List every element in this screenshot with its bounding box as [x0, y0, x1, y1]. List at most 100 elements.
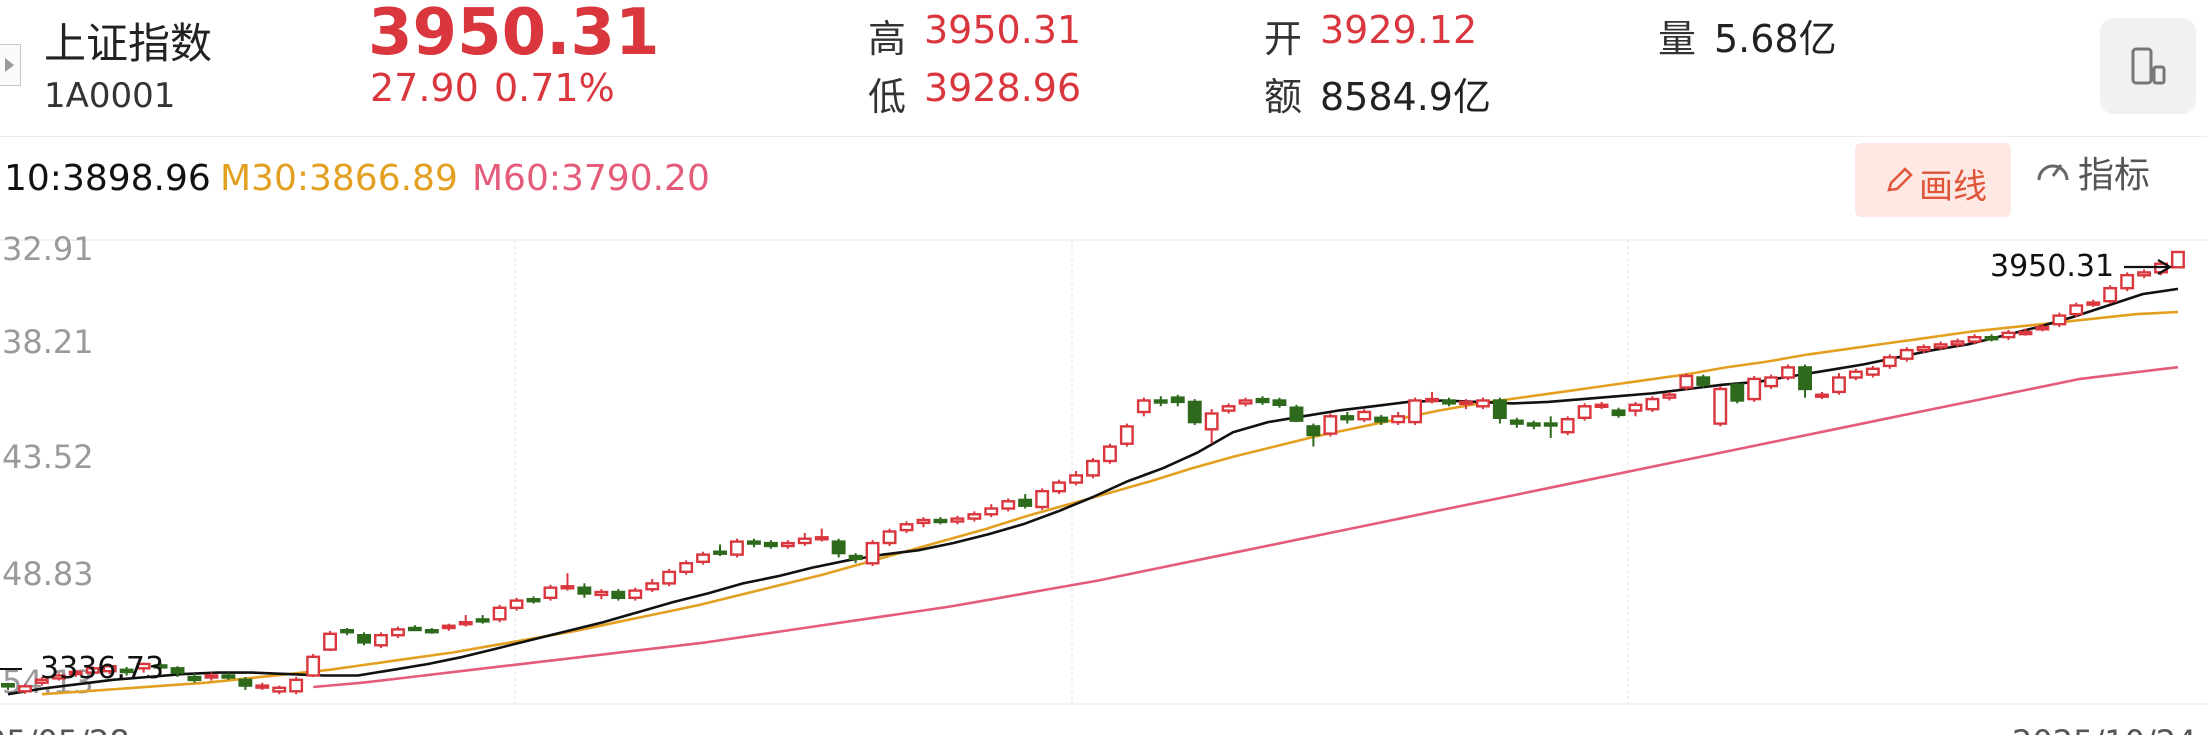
candle-body	[713, 550, 727, 555]
candle-body	[1882, 356, 1897, 368]
candle-body	[1323, 415, 1338, 435]
candle-body	[747, 540, 761, 545]
candle-body	[475, 618, 490, 623]
candle-body	[68, 670, 83, 676]
candle-body	[221, 674, 236, 679]
candle-body	[238, 678, 253, 687]
amount-value: 8584.9亿	[1320, 75, 1491, 119]
draw-line-button[interactable]: 画线	[1855, 143, 2011, 217]
ma60-value: M60:3790.20	[472, 158, 710, 199]
candle-body	[1679, 374, 1694, 389]
candle-body	[1289, 406, 1304, 422]
candle-body	[2137, 271, 2152, 277]
candle-body	[2103, 287, 2118, 303]
open-value: 3929.12	[1320, 8, 1478, 52]
candle-body	[899, 523, 914, 532]
candle-body	[882, 530, 897, 545]
candle-body	[950, 517, 965, 523]
candle-body	[1425, 397, 1440, 403]
candle-body	[1340, 415, 1355, 421]
candle-body	[1085, 459, 1100, 477]
candle-body	[1526, 422, 1541, 427]
candle-body	[848, 554, 863, 561]
candle-body	[1357, 410, 1372, 421]
candle-body	[492, 606, 507, 621]
high-value: 3950.31	[924, 8, 1082, 52]
candle-body	[2001, 331, 2016, 339]
candle-body	[204, 674, 219, 679]
candle-body	[18, 685, 32, 693]
candle-body	[1102, 445, 1117, 463]
device-toggle-button[interactable]	[2100, 18, 2196, 114]
candle-body	[458, 621, 473, 626]
candle-body	[1119, 425, 1134, 445]
candle-body	[967, 513, 982, 520]
candle-body	[187, 675, 202, 682]
candle-body	[1984, 335, 1999, 341]
price-change-pct: 0.71%	[494, 66, 615, 110]
candle-body	[424, 629, 439, 634]
candle-body	[2086, 301, 2101, 306]
header-divider	[0, 136, 2207, 137]
candle-body	[1645, 397, 1660, 411]
candle-body	[543, 586, 558, 600]
candle-body	[1899, 348, 1914, 360]
candle-body	[255, 684, 270, 689]
candle-body	[119, 668, 134, 674]
candle-body	[1204, 412, 1219, 431]
candle-body	[1136, 399, 1151, 414]
candle-body	[170, 667, 185, 674]
candle-body	[1306, 425, 1321, 437]
candle-body	[1747, 377, 1762, 401]
candle-body	[1187, 400, 1202, 424]
candle-body	[1577, 405, 1592, 420]
candle-body	[1798, 366, 1813, 391]
candle-body	[1848, 370, 1863, 379]
candle-body	[289, 678, 304, 693]
y-tick-label: 38.21	[2, 323, 94, 361]
candle-body	[1543, 422, 1558, 427]
candle-body	[560, 585, 575, 590]
candle-body	[1458, 400, 1473, 406]
candle-body	[357, 634, 371, 644]
play-icon[interactable]	[0, 44, 21, 86]
candle-body	[679, 562, 694, 574]
candle-body	[831, 540, 846, 555]
candle-body	[1713, 387, 1728, 425]
candle-body	[2120, 274, 2135, 290]
candle-body	[814, 536, 829, 541]
candle-body	[916, 518, 931, 525]
high-label: 高	[868, 17, 907, 61]
candle-body	[1018, 498, 1033, 507]
candle-body	[391, 628, 405, 637]
candle-body	[1153, 399, 1168, 404]
ma10-value: 10:3898.96	[4, 158, 211, 199]
candle-body	[2035, 325, 2050, 331]
candlestick-chart[interactable]: 32.9138.2143.5248.8354.1325/05/282025/10…	[0, 225, 2207, 735]
candle-body	[272, 686, 287, 693]
max-annotation-arrowhead	[2157, 259, 2173, 275]
phone-icon	[2131, 47, 2166, 85]
candle-body	[628, 589, 643, 600]
candle-body	[1662, 393, 1677, 399]
candle-body	[645, 582, 660, 591]
candle-body	[306, 655, 321, 677]
candle-body	[865, 541, 880, 565]
candle-body	[984, 507, 999, 516]
ma10-line	[7, 287, 2179, 696]
indicator-button[interactable]: 指标	[2034, 146, 2190, 196]
min-price-annotation: 3336.73	[40, 651, 164, 686]
price-change: 27.90	[370, 66, 479, 110]
candle-body	[1035, 490, 1050, 509]
candle-body	[526, 598, 541, 603]
candle-body	[1814, 393, 1829, 398]
y-tick-label: 48.83	[2, 555, 94, 593]
candle-body	[1272, 399, 1287, 407]
low-value: 3928.96	[924, 66, 1082, 110]
candle-body	[1492, 399, 1507, 419]
candle-body	[1781, 366, 1796, 379]
pencil-icon	[1887, 167, 1913, 192]
candle-body	[594, 590, 609, 597]
candle-body	[1950, 340, 1965, 346]
draw-line-label: 画线	[1919, 167, 1987, 207]
